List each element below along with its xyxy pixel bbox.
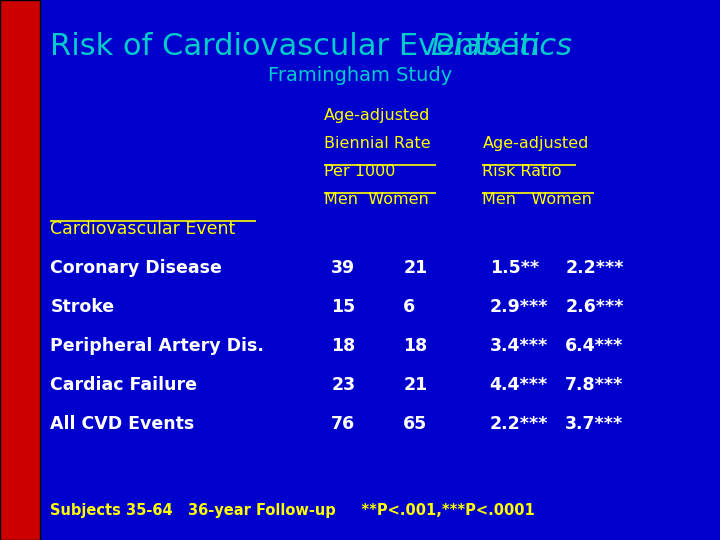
Text: 2.2***: 2.2*** — [490, 415, 548, 433]
Text: Cardiovascular Event: Cardiovascular Event — [50, 220, 235, 238]
Text: 15: 15 — [331, 298, 356, 316]
Text: 3.7***: 3.7*** — [565, 415, 624, 433]
FancyBboxPatch shape — [0, 0, 40, 540]
Text: All CVD Events: All CVD Events — [50, 415, 194, 433]
Text: Cardiac Failure: Cardiac Failure — [50, 376, 197, 394]
Text: 3.4***: 3.4*** — [490, 337, 548, 355]
Text: 18: 18 — [331, 337, 356, 355]
Text: 2.6***: 2.6*** — [565, 298, 624, 316]
Text: Men   Women: Men Women — [482, 192, 593, 207]
Text: Diabetics: Diabetics — [431, 32, 572, 62]
Text: Per 1000: Per 1000 — [324, 164, 395, 179]
Text: Age-adjusted: Age-adjusted — [324, 108, 431, 123]
Text: 1.5**: 1.5** — [490, 259, 539, 277]
Text: 2.2***: 2.2*** — [565, 259, 624, 277]
Text: Framingham Study: Framingham Study — [268, 66, 452, 85]
Text: Men  Women: Men Women — [324, 192, 428, 207]
Text: 7.8***: 7.8*** — [565, 376, 624, 394]
Text: Peripheral Artery Dis.: Peripheral Artery Dis. — [50, 337, 264, 355]
Text: 21: 21 — [403, 259, 428, 277]
Text: Age-adjusted: Age-adjusted — [482, 136, 589, 151]
Text: Subjects 35-64   36-year Follow-up     **P<.001,***P<.0001: Subjects 35-64 36-year Follow-up **P<.00… — [50, 503, 535, 518]
Text: 4.4***: 4.4*** — [490, 376, 548, 394]
Text: 39: 39 — [331, 259, 356, 277]
Text: Risk Ratio: Risk Ratio — [482, 164, 562, 179]
Text: 2.9***: 2.9*** — [490, 298, 548, 316]
Text: 76: 76 — [331, 415, 356, 433]
Text: 6.4***: 6.4*** — [565, 337, 624, 355]
Text: 18: 18 — [403, 337, 428, 355]
Text: Coronary Disease: Coronary Disease — [50, 259, 222, 277]
Text: 23: 23 — [331, 376, 356, 394]
Text: Biennial Rate: Biennial Rate — [324, 136, 431, 151]
Text: 65: 65 — [403, 415, 428, 433]
Text: 6: 6 — [403, 298, 415, 316]
Text: Stroke: Stroke — [50, 298, 114, 316]
Text: Risk of Cardiovascular Events in: Risk of Cardiovascular Events in — [50, 32, 550, 62]
Text: 21: 21 — [403, 376, 428, 394]
